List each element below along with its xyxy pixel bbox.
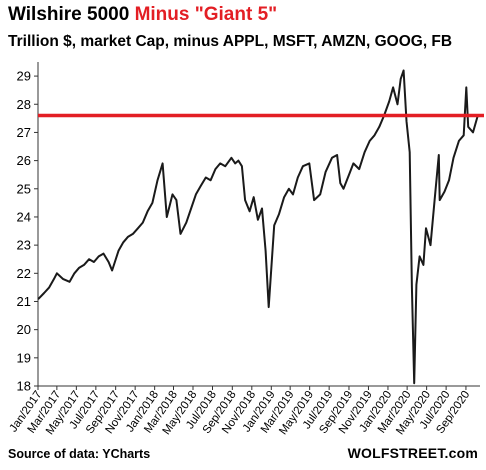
y-tick-label: 25 [17, 181, 31, 196]
y-tick-label: 21 [17, 294, 31, 309]
y-tick-label: 29 [17, 69, 31, 84]
y-tick-label: 22 [17, 266, 31, 281]
chart-title: Wilshire 5000 Minus "Giant 5" [8, 4, 277, 26]
y-tick-label: 24 [17, 209, 31, 224]
y-tick-label: 27 [17, 125, 31, 140]
y-tick-label: 26 [17, 153, 31, 168]
y-tick-label: 19 [17, 350, 31, 365]
y-tick-label: 23 [17, 238, 31, 253]
brand-label: WOLFSTREET.com [347, 445, 478, 461]
series-line [37, 69, 479, 385]
y-tick-label: 28 [17, 97, 31, 112]
title-accent: Minus "Giant 5" [134, 4, 278, 25]
y-tick-label: 20 [17, 322, 31, 337]
source-note: Source of data: YCharts [8, 447, 151, 461]
y-tick-label: 18 [17, 379, 31, 394]
chart-subtitle: Trillion $, market Cap, minus APPL, MSFT… [8, 33, 453, 50]
title-main: Wilshire 5000 [8, 4, 135, 25]
